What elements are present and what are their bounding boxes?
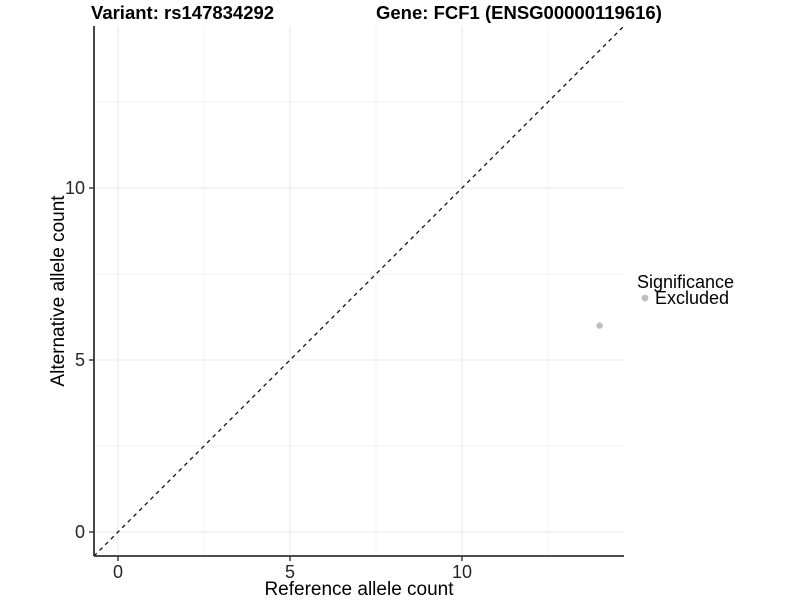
legend-title: Significance <box>637 272 734 292</box>
legend-entry-excluded: Excluded <box>655 288 729 308</box>
x-axis-title: Reference allele count <box>264 579 454 600</box>
plot-titles: Variant: rs147834292 Gene: FCF1 (ENSG000… <box>91 2 662 23</box>
x-tick-5: 5 <box>285 562 295 582</box>
x-tick-labels: 0 5 10 <box>113 562 472 582</box>
y-tick-labels: 0 5 10 <box>65 178 85 542</box>
y-tick-5: 5 <box>75 350 85 370</box>
variant-title: Variant: rs147834292 <box>91 2 274 23</box>
grid-major <box>94 26 624 556</box>
data-point <box>596 322 603 329</box>
grid-minor <box>94 26 624 556</box>
x-tick-10: 10 <box>452 562 472 582</box>
y-axis-title: Alternative allele count <box>48 195 69 387</box>
tick-marks <box>89 187 463 561</box>
legend: Significance Excluded <box>637 272 734 308</box>
gene-title: Gene: FCF1 (ENSG00000119616) <box>376 2 662 23</box>
y-tick-0: 0 <box>75 522 85 542</box>
axis-lines <box>93 26 624 557</box>
y-tick-10: 10 <box>65 178 85 198</box>
x-tick-0: 0 <box>113 562 123 582</box>
identity-line <box>93 25 625 557</box>
legend-key-dot <box>641 294 649 302</box>
